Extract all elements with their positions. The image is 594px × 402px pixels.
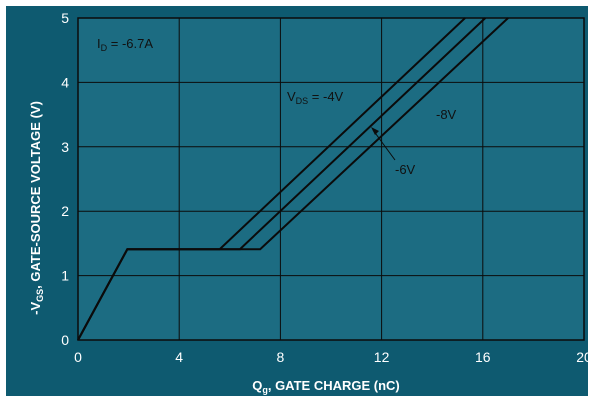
x-tick-label: 16 bbox=[475, 349, 491, 365]
series-lines bbox=[77, 17, 509, 341]
annotation-vds-sub: DS bbox=[296, 96, 309, 106]
y-tick-label: 2 bbox=[61, 203, 69, 219]
x-tick-label: 4 bbox=[175, 349, 183, 365]
y-axis-title-main: -V bbox=[28, 302, 43, 315]
y-tick-label: 0 bbox=[61, 332, 69, 348]
condition-rest: = -6.7A bbox=[107, 36, 153, 51]
x-axis-title-main: Q bbox=[252, 378, 262, 393]
annotation-vds-main: V bbox=[287, 89, 296, 104]
annotation-6v-arrow bbox=[371, 127, 396, 161]
y-axis-title-rest: , GATE-SOURCE VOLTAGE (V) bbox=[28, 101, 43, 289]
annotation-vds-rest: = -4V bbox=[308, 89, 343, 104]
annotation-6v: -6V bbox=[395, 162, 416, 177]
y-axis-title-sub: GS bbox=[35, 289, 45, 302]
y-tick-label: 1 bbox=[61, 268, 69, 284]
x-tick-label: 0 bbox=[74, 349, 82, 365]
y-tick-label: 4 bbox=[61, 74, 69, 90]
series-line-2 bbox=[77, 17, 509, 341]
grid-lines bbox=[77, 17, 585, 341]
y-axis-title: -VGS, GATE-SOURCE VOLTAGE (V) bbox=[28, 101, 45, 315]
x-tick-label: 8 bbox=[277, 349, 285, 365]
x-axis-title-sub: g bbox=[262, 385, 268, 395]
x-tick-label: 20 bbox=[576, 349, 592, 365]
x-tick-label: 12 bbox=[374, 349, 390, 365]
x-axis-title: Qg, GATE CHARGE (nC) bbox=[252, 378, 400, 395]
y-tick-label: 5 bbox=[61, 10, 69, 26]
annotation-8v: -8V bbox=[436, 107, 457, 122]
x-axis-title-rest: , GATE CHARGE (nC) bbox=[268, 378, 400, 393]
condition-label: ID = -6.7A bbox=[97, 36, 153, 53]
condition-main: I bbox=[97, 36, 101, 51]
plot-area bbox=[77, 17, 585, 341]
y-tick-label: 3 bbox=[61, 139, 69, 155]
condition-sub: D bbox=[101, 43, 108, 53]
annotation-vds-4v: VDS = -4V bbox=[287, 89, 344, 106]
